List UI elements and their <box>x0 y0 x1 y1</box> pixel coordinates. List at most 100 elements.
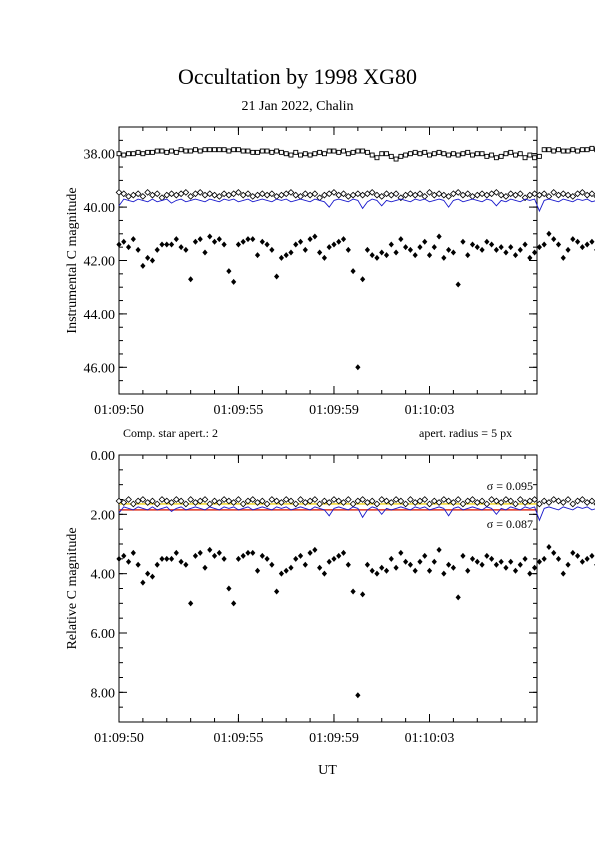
data-point <box>283 151 289 157</box>
data-point <box>206 500 214 508</box>
data-point <box>139 193 147 200</box>
data-point <box>331 148 337 154</box>
data-point <box>211 238 218 245</box>
data-point <box>392 190 400 198</box>
data-point <box>507 497 515 505</box>
data-point <box>450 499 457 506</box>
data-point <box>565 561 571 568</box>
data-point <box>125 244 132 251</box>
data-point <box>239 500 247 508</box>
data-point <box>316 500 324 508</box>
data-point <box>312 233 318 240</box>
data-point <box>488 496 495 503</box>
data-point <box>479 246 485 253</box>
data-point <box>469 555 476 562</box>
data-point <box>149 149 155 155</box>
data-point <box>412 567 418 574</box>
data-point <box>220 496 228 503</box>
data-point <box>426 500 433 508</box>
data-point <box>115 497 123 505</box>
data-point <box>244 497 252 505</box>
data-point <box>135 149 141 155</box>
data-point <box>207 147 213 153</box>
data-point <box>321 151 327 157</box>
data-point <box>216 236 222 243</box>
data-point <box>473 191 481 199</box>
data-point <box>250 236 256 243</box>
data-point <box>421 193 429 200</box>
data-point <box>426 189 433 196</box>
data-point <box>411 499 419 506</box>
data-point <box>379 564 385 571</box>
chart-title: Occultation by 1998 XG80 <box>178 64 417 89</box>
data-point <box>326 244 332 251</box>
data-point <box>407 246 414 253</box>
data-point <box>517 151 523 157</box>
data-point <box>344 496 352 503</box>
data-point <box>139 496 147 503</box>
data-point <box>178 244 184 251</box>
data-point <box>450 564 456 571</box>
data-point <box>355 364 361 371</box>
data-point <box>129 191 137 199</box>
data-point <box>211 497 218 505</box>
data-point <box>259 148 265 154</box>
data-point <box>441 151 447 157</box>
data-point <box>551 148 557 154</box>
data-point <box>145 570 151 577</box>
data-point <box>441 570 447 577</box>
data-point <box>149 573 156 580</box>
data-point <box>484 552 490 559</box>
chart-subtitle: 21 Jan 2022, Chalin <box>241 99 354 114</box>
data-point <box>368 497 376 505</box>
data-point <box>493 497 500 505</box>
data-point <box>446 246 452 253</box>
data-point <box>192 190 199 198</box>
data-point <box>435 190 443 198</box>
data-point <box>178 147 184 153</box>
data-point <box>536 558 542 565</box>
data-point <box>154 561 160 568</box>
data-point <box>216 147 222 153</box>
data-point <box>282 190 290 198</box>
data-point <box>374 155 380 161</box>
data-point <box>283 252 289 259</box>
data-point <box>301 190 309 198</box>
data-point <box>306 191 314 199</box>
data-point <box>546 543 552 550</box>
data-point <box>153 190 161 198</box>
data-point <box>416 497 424 505</box>
data-point <box>417 558 423 565</box>
data-point <box>297 238 304 245</box>
data-point <box>545 193 553 200</box>
data-point <box>579 244 585 251</box>
data-point <box>489 241 495 248</box>
data-point <box>360 591 366 598</box>
data-point <box>541 241 547 248</box>
data-point <box>140 262 146 269</box>
series-line <box>118 198 595 213</box>
data-point <box>426 567 433 574</box>
data-point <box>373 500 381 508</box>
data-point <box>508 558 514 565</box>
data-point <box>374 254 380 261</box>
data-point <box>536 244 542 251</box>
data-point <box>317 249 323 256</box>
data-point <box>512 191 519 199</box>
x-tick-label: 01:09:55 <box>214 403 264 418</box>
data-point <box>469 241 476 248</box>
plot-frame <box>118 454 538 723</box>
data-point <box>512 500 519 508</box>
data-point <box>129 500 137 508</box>
data-point <box>221 555 227 562</box>
data-point <box>182 189 190 196</box>
data-point <box>202 564 208 571</box>
data-point <box>321 254 328 261</box>
data-point <box>263 191 271 199</box>
data-point <box>264 241 270 248</box>
data-point <box>254 499 261 506</box>
data-point <box>497 191 505 199</box>
data-point <box>240 148 246 154</box>
data-point <box>330 189 338 196</box>
data-point <box>120 499 128 506</box>
